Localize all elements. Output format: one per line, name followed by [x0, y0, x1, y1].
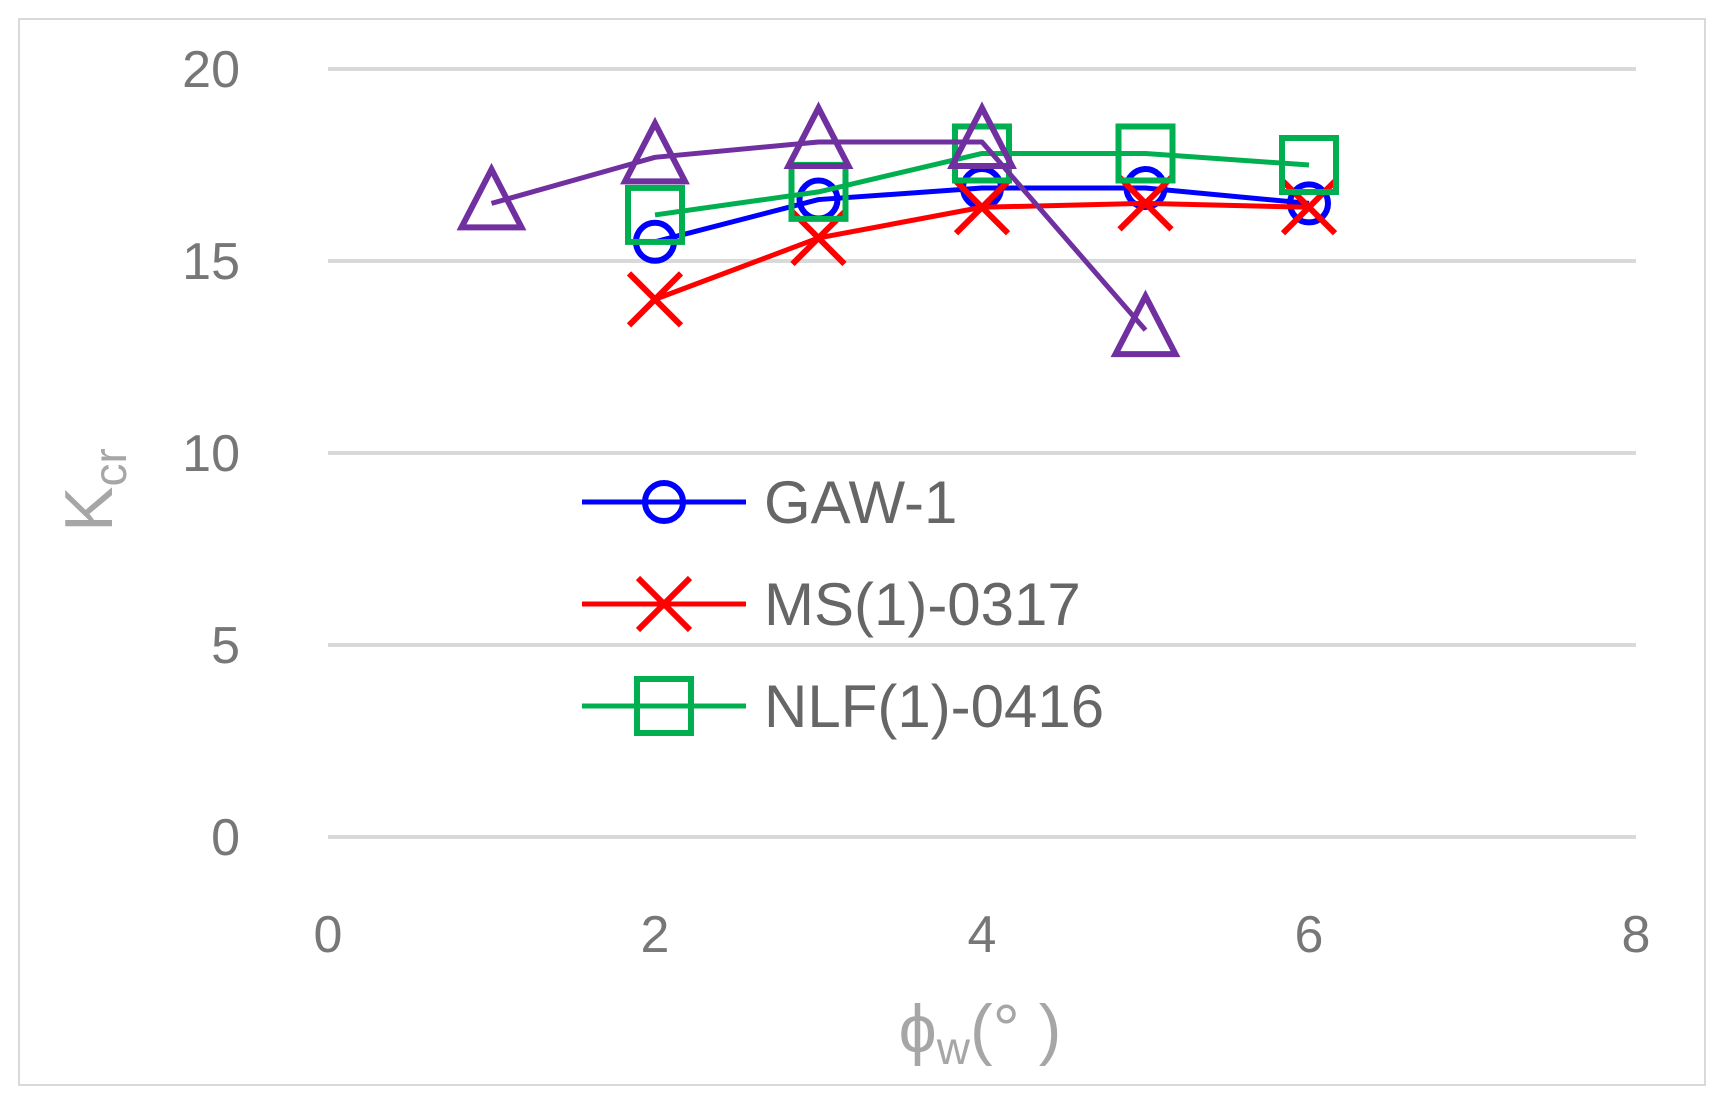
x-tick-label-4: 4: [968, 906, 997, 964]
legend-marker-gaw-1: [642, 480, 686, 524]
y-tick-label-20: 20: [182, 41, 240, 99]
x-tick-labels: 0 2 4 6 8: [314, 906, 1651, 964]
legend-item-nlf-1-0416: NLF(1)-0416: [582, 673, 1104, 740]
legend-marker-ms-1-0317: [635, 575, 693, 633]
legend-label-gaw-1: GAW-1: [764, 469, 957, 536]
data-point-series-4-5: [1110, 289, 1181, 358]
x-axis-title-rest: (° ): [970, 991, 1061, 1067]
y-axis-title-main: K: [51, 486, 127, 531]
data-point-series-4-3: [783, 101, 854, 169]
data-point-ms-1-0317-1: [626, 271, 684, 328]
x-tick-label-6: 6: [1295, 906, 1324, 964]
series-line-gaw-1: [654, 185, 1310, 245]
series-line-series-4: [490, 139, 1148, 332]
data-point-series-4-2: [620, 116, 690, 185]
x-tick-label-8: 8: [1622, 906, 1651, 964]
x-axis-title-sub: w: [936, 1022, 971, 1074]
y-tick-label-0: 0: [211, 809, 240, 867]
data-point-ms-1-0317-4: [1117, 175, 1174, 232]
data-point-nlf-1-0416-4: [1115, 123, 1176, 184]
data-point-nlf-1-0416-5: [1279, 135, 1339, 195]
legend-item-ms-1-0317: MS(1)-0317: [582, 571, 1081, 638]
data-point-series-4-4: [947, 101, 1017, 169]
x-axis-title: ϕw(° ): [899, 991, 1062, 1074]
legend-label-ms-1-0317: MS(1)-0317: [764, 571, 1081, 638]
data-point-nlf-1-0416-3: [952, 123, 1012, 184]
y-tick-label-5: 5: [211, 617, 240, 675]
series-ms-1-0317: [626, 175, 1338, 328]
x-tick-label-2: 2: [641, 906, 670, 964]
series-nlf-1-0416: [625, 123, 1339, 245]
y-tick-label-15: 15: [182, 233, 240, 291]
legend-marker-nlf-1-0416: [634, 676, 694, 736]
data-point-ms-1-0317-3: [953, 179, 1011, 236]
gridlines: [328, 67, 1636, 839]
data-point-series-4-1: [456, 162, 527, 231]
series-series-4: [456, 101, 1181, 358]
y-axis-title: Kcr: [51, 448, 136, 532]
y-tick-labels: 0 5 10 15 20: [182, 41, 240, 867]
y-axis-title-sub: cr: [84, 448, 136, 486]
data-point-gaw-1-5: [1287, 181, 1331, 226]
legend-label-nlf-1-0416: NLF(1)-0416: [764, 673, 1104, 740]
x-axis-title-main: ϕ: [899, 991, 937, 1067]
data-point-nlf-1-0416-1: [625, 184, 685, 245]
legend-item-gaw-1: GAW-1: [582, 469, 957, 536]
y-tick-label-10: 10: [182, 425, 240, 483]
series-layer: [456, 101, 1339, 358]
legend: GAW-1 MS(1)-0317 NLF(1)-0416: [582, 469, 1104, 740]
x-tick-label-0: 0: [314, 906, 343, 964]
series-line-nlf-1-0416: [654, 150, 1310, 218]
